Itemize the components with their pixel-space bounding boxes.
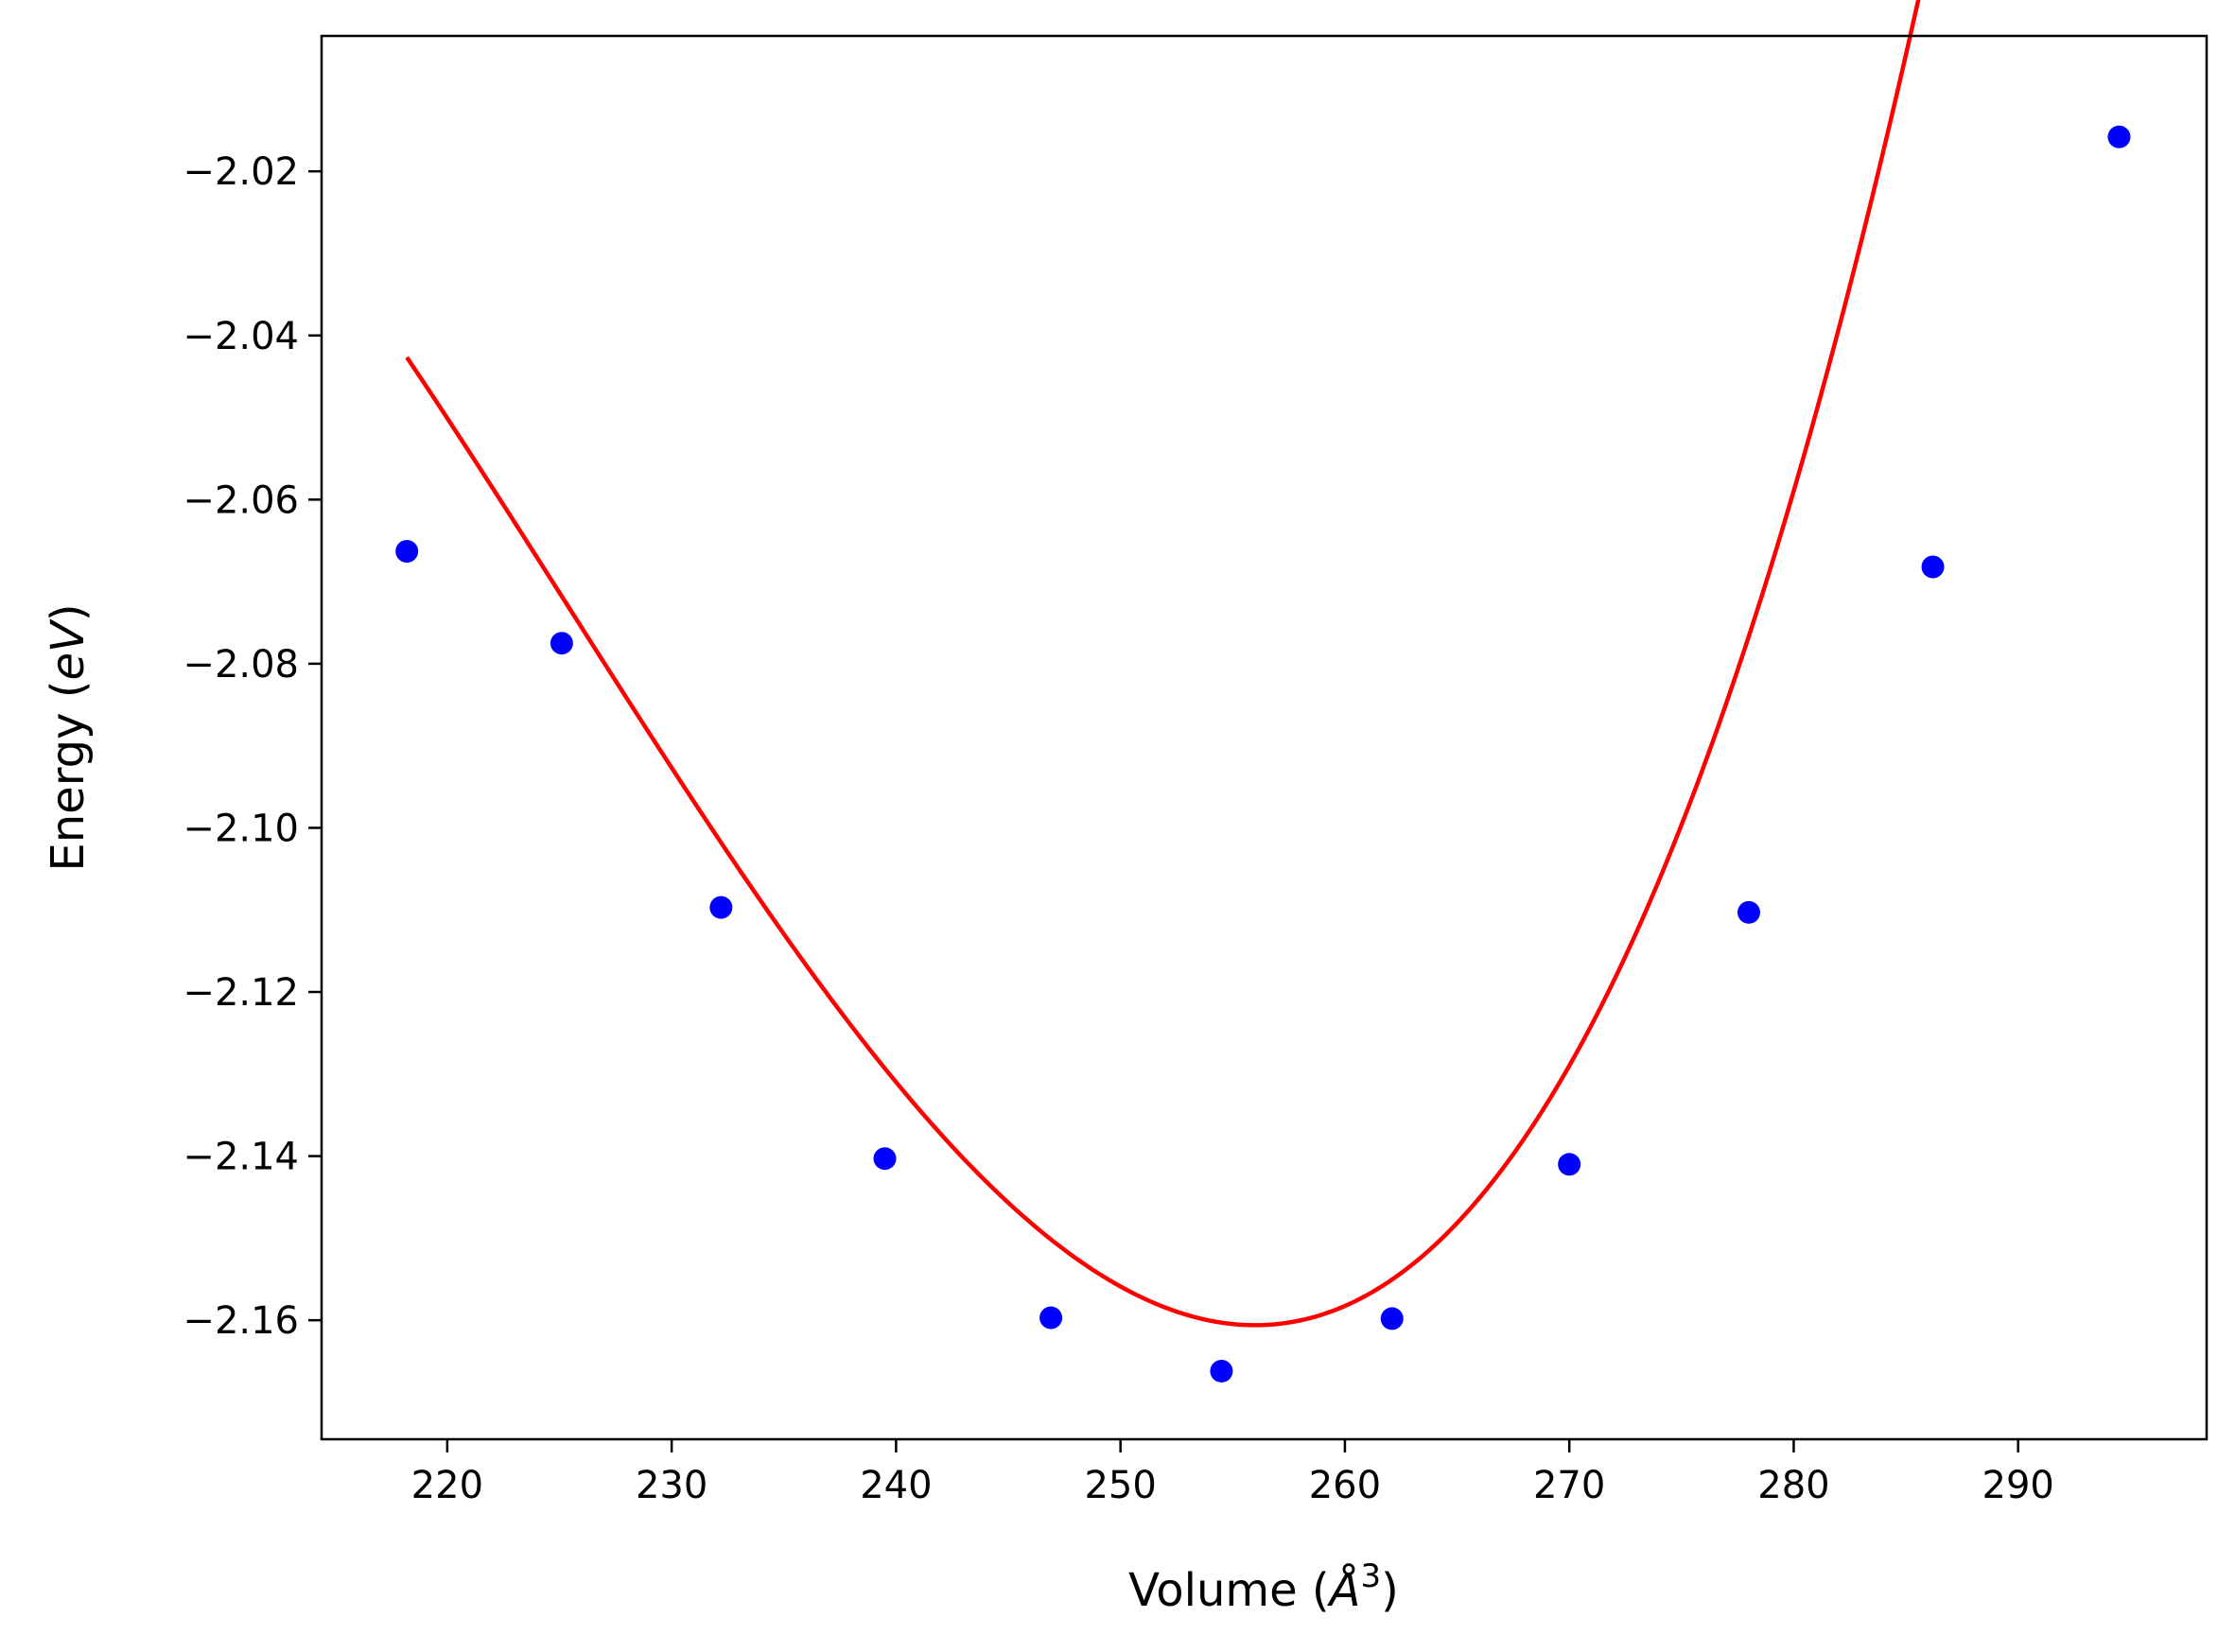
y-axis-ticks: −2.16 −2.14 −2.12 −2.10 −2.08 −2.06 −2.04 −2.02 [183,150,322,1343]
y-tick-label: −2.04 [183,315,299,358]
data-point [709,896,733,919]
data-point [1737,900,1760,924]
x-tick-label: 290 [1982,1464,2054,1507]
y-tick-label: −2.06 [183,478,299,522]
x-tick-label: 270 [1533,1464,1605,1507]
x-tick-label: 250 [1084,1464,1156,1507]
data-point [395,540,419,564]
fit-curve-line [405,0,1921,1328]
y-axis-label: Energy (eV) [42,603,95,871]
x-tick-label: 280 [1757,1464,1829,1507]
x-tick-label: 230 [636,1464,707,1507]
x-axis-label: Volume (Å3) [1128,1557,1399,1617]
data-point [1558,1153,1581,1176]
data-point [2107,125,2131,148]
x-axis-ticks: 220 230 240 250 260 270 280 290 [411,1439,2054,1507]
y-tick-label: −2.16 [183,1299,299,1343]
y-tick-label: −2.10 [183,807,299,850]
x-tick-label: 260 [1309,1464,1381,1507]
data-point [550,632,573,655]
data-point [1210,1359,1233,1382]
y-tick-label: −2.08 [183,643,299,687]
fit-curve-layer [405,0,1921,1328]
data-point [1921,555,1945,579]
plot-frame [320,34,2209,1441]
y-tick-label: −2.14 [183,1136,299,1179]
x-tick-label: 220 [411,1464,483,1507]
data-point [873,1147,897,1171]
y-tick-label: −2.02 [183,150,299,194]
data-point [1039,1306,1063,1330]
data-points-layer [395,125,2131,1382]
x-tick-label: 240 [860,1464,932,1507]
data-point [1380,1307,1404,1330]
y-tick-label: −2.12 [183,971,299,1015]
